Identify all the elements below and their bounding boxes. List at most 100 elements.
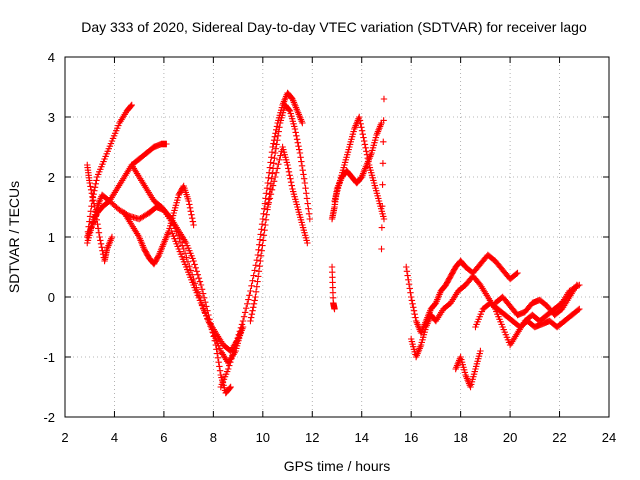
data-point <box>288 182 295 189</box>
data-point <box>108 233 116 241</box>
data-point <box>272 145 280 152</box>
data-point <box>250 300 258 308</box>
x-tick-label: 10 <box>256 430 270 445</box>
series-track-7 <box>168 227 247 355</box>
data-point <box>255 273 262 280</box>
data-point <box>267 190 275 198</box>
data-point <box>257 231 264 238</box>
data-point <box>202 298 209 306</box>
data-point <box>214 354 222 362</box>
data-point <box>243 304 250 312</box>
data-point <box>265 174 272 182</box>
data-point <box>251 297 258 304</box>
x-tick-label: 20 <box>503 430 517 445</box>
data-point <box>273 169 280 176</box>
data-point <box>189 218 197 225</box>
data-point <box>268 154 275 161</box>
data-point <box>378 224 386 231</box>
data-point <box>380 117 387 124</box>
data-point <box>253 283 261 290</box>
data-point <box>299 166 306 174</box>
y-tick-label: -2 <box>43 410 55 425</box>
data-point <box>212 341 220 349</box>
data-point <box>260 210 267 218</box>
data-point <box>259 215 267 223</box>
x-tick-label: 14 <box>354 430 368 445</box>
data-point <box>379 202 386 210</box>
data-point <box>361 137 368 145</box>
x-tick-label: 22 <box>552 430 566 445</box>
data-point <box>255 268 263 275</box>
data-point <box>356 113 363 121</box>
data-point <box>573 281 581 289</box>
data-points <box>84 89 583 397</box>
series-track-14 <box>378 95 388 253</box>
data-point <box>299 119 306 127</box>
data-point <box>294 139 301 146</box>
data-point <box>195 274 203 282</box>
data-point <box>407 289 414 296</box>
data-point <box>380 138 387 146</box>
data-point <box>95 229 103 236</box>
data-point <box>187 208 194 215</box>
y-axis-label: SDTVAR / TECUs <box>6 181 22 293</box>
data-point <box>231 345 238 352</box>
data-point <box>183 254 190 261</box>
data-point <box>359 130 366 138</box>
y-tick-label: 0 <box>48 290 55 305</box>
data-point <box>252 293 259 301</box>
data-point <box>284 161 291 169</box>
data-point <box>271 154 278 162</box>
data-point <box>293 132 300 140</box>
data-point <box>270 160 277 167</box>
data-point <box>276 156 283 164</box>
data-point <box>86 179 93 187</box>
data-point <box>403 268 411 275</box>
data-point <box>276 124 283 131</box>
data-point <box>304 200 311 207</box>
data-point <box>403 263 410 271</box>
data-point <box>361 141 369 148</box>
data-point <box>91 184 99 191</box>
data-point <box>362 144 369 152</box>
data-point <box>274 165 281 172</box>
data-point <box>214 350 221 357</box>
series-track-18 <box>472 299 583 331</box>
data-point <box>300 175 308 182</box>
data-point <box>186 201 193 208</box>
data-point <box>405 276 412 284</box>
data-point <box>270 178 278 185</box>
data-point <box>238 321 246 328</box>
data-point <box>186 204 194 212</box>
y-tick-label: -1 <box>43 350 55 365</box>
data-point <box>96 233 103 241</box>
data-point <box>576 305 583 313</box>
data-point <box>260 232 268 239</box>
data-point <box>271 173 279 181</box>
data-point <box>261 200 269 207</box>
data-point <box>296 149 304 157</box>
data-point <box>264 203 271 211</box>
data-point <box>226 384 234 392</box>
data-point <box>303 195 311 202</box>
series-track-8 <box>217 89 306 391</box>
data-point <box>246 292 253 299</box>
data-point <box>331 305 338 313</box>
data-point <box>199 290 207 297</box>
data-point <box>227 383 234 391</box>
data-point <box>404 272 411 279</box>
data-point <box>292 129 299 136</box>
data-point <box>245 296 252 303</box>
data-point <box>211 337 218 344</box>
data-point <box>286 172 293 179</box>
data-point <box>196 278 204 285</box>
data-point <box>249 307 256 314</box>
data-point <box>188 211 195 218</box>
data-point <box>410 304 417 311</box>
data-point <box>188 214 196 222</box>
data-point <box>259 242 266 249</box>
data-point <box>254 278 261 285</box>
data-point <box>90 196 97 204</box>
